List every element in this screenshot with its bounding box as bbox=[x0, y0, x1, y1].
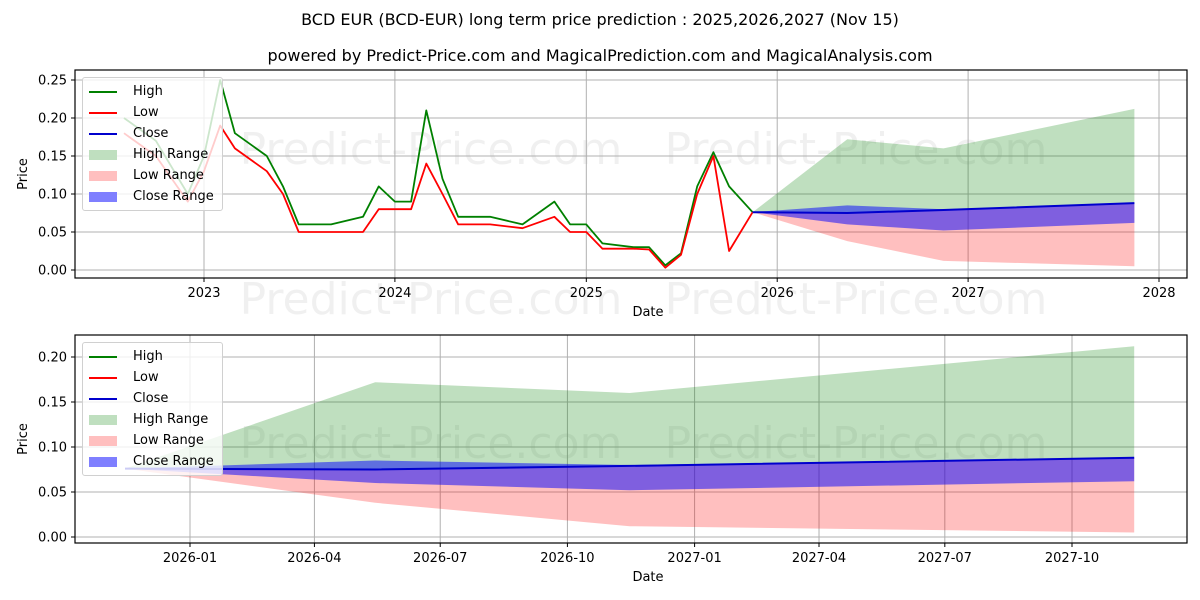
svg-text:Predict-Price.com: Predict-Price.com bbox=[665, 274, 1048, 325]
legend-swatch bbox=[89, 355, 117, 358]
legend-top: High Low Close High Range Low Range Close Ran… bbox=[82, 77, 223, 211]
x-tick-label: 2027-01 bbox=[667, 551, 721, 566]
y-axis-label: Price bbox=[16, 158, 31, 190]
legend-label: High Range bbox=[133, 147, 209, 162]
y-tick-label: 0.00 bbox=[38, 264, 67, 279]
axes-grid: 0.00 0.05 0.10 0.15 0.20 2026-01 2026-04 2026-0… bbox=[16, 335, 1187, 585]
legend-label: High bbox=[133, 84, 163, 99]
svg-text:Predict-Price.com: Predict-Price.com bbox=[665, 124, 1048, 175]
x-tick-label: 2024 bbox=[378, 286, 411, 301]
legend-item-close: Close bbox=[89, 123, 214, 144]
legend-swatch bbox=[89, 414, 117, 425]
y-tick-label: 0.15 bbox=[38, 150, 67, 165]
y-tick-label: 0.15 bbox=[38, 396, 67, 411]
low-history-line bbox=[123, 124, 754, 269]
x-tick-label: 2026-10 bbox=[540, 551, 594, 566]
legend-label: High Range bbox=[133, 412, 209, 427]
legend-label: Low Range bbox=[133, 433, 204, 448]
y-tick-label: 0.05 bbox=[38, 226, 67, 241]
legend-item-close-range: Close Range bbox=[89, 451, 214, 472]
close-forecast-line bbox=[752, 202, 1135, 214]
legend-item-low-range: Low Range bbox=[89, 165, 214, 186]
legend-label: Close Range bbox=[133, 454, 214, 469]
close-forecast-line bbox=[124, 456, 1135, 471]
high-range-area bbox=[752, 108, 1135, 213]
legend-item-low: Low bbox=[89, 367, 214, 388]
y-tick-label: 0.25 bbox=[38, 74, 67, 89]
high-history-line bbox=[123, 79, 754, 267]
x-axis-label: Date bbox=[632, 305, 663, 320]
x-tick-label: 2027-07 bbox=[918, 551, 972, 566]
y-tick-label: 0.20 bbox=[38, 351, 67, 366]
close-range-area bbox=[752, 203, 1135, 231]
legend-label: Low bbox=[133, 105, 159, 120]
y-tick-label: 0.20 bbox=[38, 112, 67, 127]
x-tick-label: 2027 bbox=[952, 286, 985, 301]
legend-item-close: Close bbox=[89, 388, 214, 409]
legend-swatch bbox=[89, 90, 117, 93]
legend-item-close-range: Close Range bbox=[89, 186, 214, 207]
legend-label: Close bbox=[133, 126, 169, 141]
legend-item-high-range: High Range bbox=[89, 409, 214, 430]
chart-subtitle: powered by Predict-Price.com and Magical… bbox=[267, 46, 933, 65]
legend-label: High bbox=[133, 349, 163, 364]
y-tick-label: 0.10 bbox=[38, 441, 67, 456]
legend-item-low-range: Low Range bbox=[89, 430, 214, 451]
legend-item-high-range: High Range bbox=[89, 144, 214, 165]
watermark: Predict-Price.com Predict-Price.com bbox=[240, 274, 1048, 325]
x-axis-label: Date bbox=[632, 570, 663, 585]
x-tick-label: 2026-01 bbox=[163, 551, 217, 566]
x-tick-label: 2028 bbox=[1142, 286, 1175, 301]
legend-label: Low Range bbox=[133, 168, 204, 183]
x-tick-label: 2026-07 bbox=[413, 551, 467, 566]
legend-swatch bbox=[89, 111, 117, 114]
plot-frame-top bbox=[74, 69, 1188, 279]
x-tick-label: 2023 bbox=[187, 286, 220, 301]
y-tick-label: 0.00 bbox=[38, 531, 67, 546]
y-tick-label: 0.10 bbox=[38, 188, 67, 203]
legend-label: Close Range bbox=[133, 189, 214, 204]
legend-item-low: Low bbox=[89, 102, 214, 123]
x-tick-label: 2027-04 bbox=[792, 551, 846, 566]
legend-label: Close bbox=[133, 391, 169, 406]
legend-swatch bbox=[89, 191, 117, 202]
legend-item-high: High bbox=[89, 346, 214, 367]
y-axis-label: Price bbox=[16, 423, 31, 455]
svg-text:Predict-Price.com: Predict-Price.com bbox=[240, 274, 623, 325]
x-tick-label: 2026 bbox=[761, 286, 794, 301]
legend-swatch bbox=[89, 397, 117, 400]
x-tick-label: 2026-04 bbox=[287, 551, 341, 566]
svg-text:Predict-Price.com: Predict-Price.com bbox=[240, 418, 623, 469]
y-tick-label: 0.05 bbox=[38, 486, 67, 501]
plot-frame-bottom bbox=[74, 334, 1188, 544]
x-tick-label: 2027-10 bbox=[1045, 551, 1099, 566]
chart-title: BCD EUR (BCD-EUR) long term price predic… bbox=[301, 10, 899, 29]
legend-label: Low bbox=[133, 370, 159, 385]
close-range-area bbox=[125, 457, 1135, 491]
legend-swatch bbox=[89, 456, 117, 467]
x-tick-label: 2025 bbox=[570, 286, 603, 301]
legend-item-high: High bbox=[89, 81, 214, 102]
legend-swatch bbox=[89, 435, 117, 446]
legend-swatch bbox=[89, 376, 117, 379]
legend-bottom: High Low Close High Range Low Range Close Ran… bbox=[82, 342, 223, 476]
high-range-area bbox=[125, 346, 1135, 470]
legend-swatch bbox=[89, 170, 117, 181]
legend-swatch bbox=[89, 149, 117, 160]
legend-swatch bbox=[89, 132, 117, 135]
